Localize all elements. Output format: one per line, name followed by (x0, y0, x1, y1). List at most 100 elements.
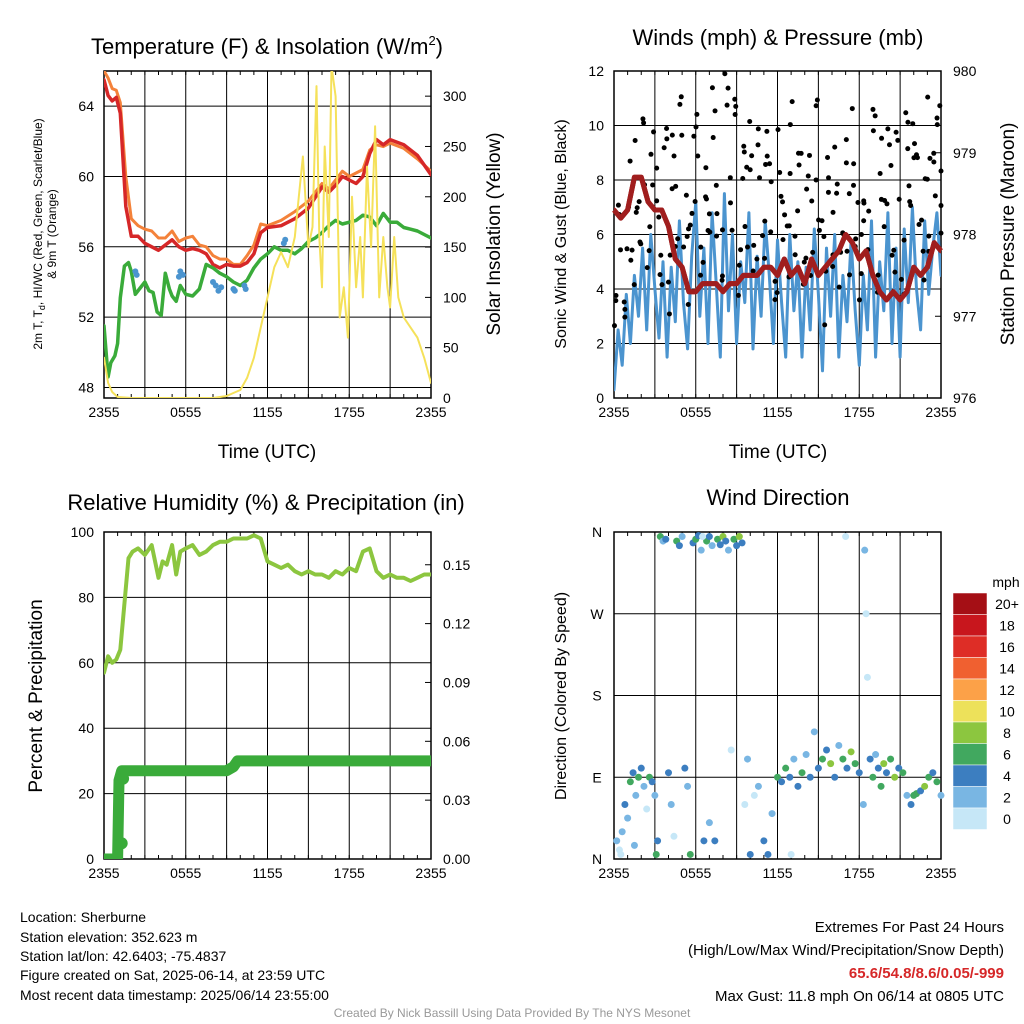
gust-point (729, 227, 735, 233)
direction-point (700, 837, 708, 845)
gust-point (926, 233, 932, 239)
gust-point (624, 246, 630, 252)
gust-point (709, 85, 715, 91)
gust-point (938, 230, 944, 236)
y2-axis-label: Station Pressure (Maroon) (998, 123, 1019, 346)
gust-point (684, 234, 690, 240)
gust-point (825, 189, 831, 195)
y2-tick-label: 100 (443, 289, 467, 305)
gust-point (934, 115, 940, 121)
credit-line: Created By Nick Bassill Using Data Provi… (333, 1006, 691, 1020)
gust-point (805, 173, 811, 179)
x-tick-label: 2355 (598, 404, 629, 420)
direction-point (872, 751, 880, 759)
gust-point (792, 233, 798, 239)
gust-point (679, 132, 685, 138)
direction-point (760, 837, 768, 845)
direction-point (937, 791, 945, 799)
direction-point (859, 801, 867, 808)
gust-point (843, 160, 849, 166)
direction-point (632, 791, 640, 799)
direction-point (637, 764, 645, 772)
series-line-pressure-top (612, 174, 943, 303)
series-point-hi_blue (282, 236, 289, 243)
gust-point (901, 237, 907, 243)
x-tick-label: 2355 (925, 865, 956, 881)
y2-tick-label: 0.06 (443, 733, 470, 749)
y2-tick-label: 0.12 (443, 616, 470, 632)
y-tick-label: 56 (78, 239, 94, 255)
gust-point (648, 151, 654, 157)
ylabel-part1: 2m T, T (31, 309, 45, 349)
direction-point (869, 773, 877, 781)
series-line-t2m (104, 78, 431, 270)
gust-point (669, 186, 675, 192)
direction-point (768, 810, 776, 818)
direction-point (665, 769, 672, 777)
gust-point (916, 221, 922, 227)
y-tick-label: 12 (588, 63, 604, 79)
gust-point (778, 193, 784, 199)
direction-point (621, 801, 629, 808)
direction-point (714, 535, 722, 543)
legend-label: 4 (1003, 768, 1011, 784)
y2-tick-label: 50 (443, 340, 459, 356)
gust-point (749, 153, 755, 159)
direction-point (778, 778, 786, 786)
gust-point (875, 272, 881, 278)
gust-point (633, 209, 639, 215)
series-line-insolation (104, 71, 431, 398)
gust-point (686, 226, 692, 232)
footer-location: Location: Sherburne (20, 909, 147, 925)
direction-point (866, 755, 874, 763)
legend-swatch (952, 721, 988, 744)
gust-point (858, 231, 864, 237)
direction-point (839, 755, 847, 763)
direction-point (727, 746, 735, 754)
y2-tick-label: 978 (953, 227, 977, 243)
gust-point (632, 137, 638, 143)
legend-title: mph (992, 574, 1019, 590)
gust-point (700, 259, 706, 265)
gust-point (722, 71, 728, 77)
gust-point (707, 229, 713, 235)
gust-point (844, 248, 850, 254)
gust-point (727, 175, 733, 181)
gust-point (703, 165, 709, 171)
gust-point (836, 284, 842, 290)
gust-point (892, 269, 898, 275)
direction-point (678, 533, 686, 541)
gust-point (792, 252, 798, 258)
legend-label: 20+ (995, 596, 1019, 612)
gust-point (925, 94, 931, 100)
gust-point (821, 234, 827, 240)
y-tick-label: 80 (78, 589, 94, 605)
direction-point (818, 755, 826, 763)
gust-point (719, 273, 725, 279)
gust-point (644, 265, 650, 271)
gust-point (780, 199, 786, 205)
gust-point (732, 96, 738, 102)
gust-point (732, 112, 738, 118)
gust-point (853, 236, 859, 242)
gust-point (738, 247, 744, 253)
gust-point (622, 306, 628, 312)
x-tick-label: 1755 (334, 404, 365, 420)
gust-point (654, 198, 660, 204)
gust-point (693, 124, 699, 130)
x-tick-label: 2355 (598, 865, 629, 881)
gust-point (825, 154, 831, 160)
y-tick-label: 60 (78, 655, 94, 671)
gust-point (822, 322, 828, 328)
gust-point (806, 152, 812, 158)
y2-axis-label-group: Solar Insolation (Yellow) (484, 132, 505, 335)
gust-point (934, 122, 940, 128)
gust-point (938, 203, 944, 209)
gust-point (641, 120, 647, 126)
y-tick-label: N (592, 851, 602, 867)
direction-point (787, 850, 795, 858)
gust-point (768, 229, 774, 235)
direction-point (741, 801, 749, 808)
x-tick-label: 0555 (680, 404, 711, 420)
legend-label: 0 (1003, 811, 1011, 827)
